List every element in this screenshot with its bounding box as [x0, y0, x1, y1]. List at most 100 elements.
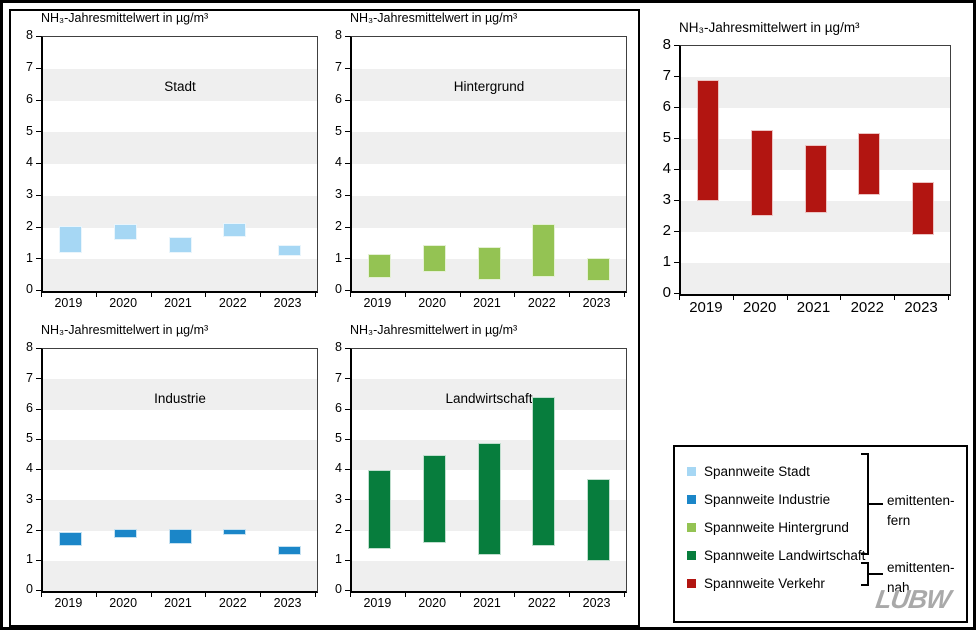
chart-stadt: NH₃-Jahresmittelwert in µg/m³ Stadt 0 1 2 3 4 5… — [11, 11, 323, 314]
range-bar — [223, 528, 247, 536]
y-tick-label: 7 — [335, 60, 342, 74]
x-tick-mark — [624, 292, 625, 297]
y-tick-mark — [36, 258, 41, 260]
y-tick-label: 6 — [26, 91, 33, 106]
x-tick-label: 2022 — [218, 596, 247, 610]
y-tick-mark — [36, 438, 41, 440]
y-tick-label: 4 — [26, 461, 33, 476]
y-tick-mark — [674, 138, 679, 139]
y-tick-label: 6 — [662, 97, 671, 115]
y-tick-label: 3 — [335, 187, 342, 201]
group-label-line: nah — [887, 580, 910, 595]
x-tick-mark — [350, 592, 351, 597]
range-bar — [223, 222, 247, 238]
x-tick-mark — [95, 292, 97, 297]
grid-band — [681, 263, 950, 294]
x-axis-labels: 2019 2020 2021 2022 2023 — [41, 596, 315, 610]
range-bar — [750, 129, 773, 217]
y-tick-label: 5 — [335, 123, 342, 138]
plot-area: Stadt — [41, 36, 318, 293]
y-tick-mark — [345, 290, 350, 291]
x-tick-label: 2023 — [582, 596, 611, 610]
y-tick-mark — [345, 258, 350, 260]
y-tick-label: 1 — [662, 252, 671, 270]
x-tick-mark — [404, 292, 406, 297]
x-tick-label: 2022 — [850, 299, 884, 316]
range-bar — [278, 244, 302, 257]
x-tick-mark — [41, 592, 42, 597]
range-bar — [532, 397, 556, 546]
y-tick-mark — [36, 131, 41, 133]
grid-band — [43, 439, 317, 470]
y-tick-label: 1 — [335, 552, 342, 566]
y-tick-label: 0 — [26, 582, 33, 597]
group-label-emittentennah: emittenten- nah — [887, 558, 955, 598]
y-tick-mark — [36, 559, 41, 561]
x-tick-label: 2019 — [54, 596, 83, 610]
x-tick-label: 2020 — [418, 596, 447, 610]
y-tick-mark — [345, 99, 350, 101]
chart-industrie: NH₃-Jahresmittelwert in µg/m³ Industrie 0 1… — [11, 323, 323, 614]
plot-area: Hintergrund — [350, 36, 627, 293]
x-tick-mark — [260, 292, 262, 297]
y-tick-mark — [674, 107, 679, 108]
group-label-line: fern — [887, 513, 911, 528]
y-tick-label: 7 — [26, 370, 33, 385]
legend-item: Spannweite Hintergrund — [687, 513, 865, 541]
legend-swatch — [687, 578, 696, 588]
grid-band — [352, 132, 626, 164]
x-tick-mark — [350, 292, 351, 297]
x-tick-label: 2023 — [904, 299, 938, 316]
x-tick-mark — [150, 592, 152, 597]
y-tick-mark — [345, 163, 350, 164]
x-tick-label: 2019 — [363, 296, 392, 310]
range-bar — [532, 224, 556, 277]
y-tick-mark — [36, 348, 41, 349]
y-tick-mark — [36, 67, 41, 69]
legend-item-label: Spannweite Verkehr — [704, 575, 825, 591]
y-tick-label: 1 — [26, 250, 33, 265]
y-tick-label: 4 — [662, 159, 671, 177]
y-tick-label: 3 — [335, 491, 342, 506]
x-tick-label: 2022 — [218, 296, 247, 310]
x-tick-label: 2023 — [582, 296, 611, 310]
range-bar — [696, 80, 719, 201]
x-tick-label: 2019 — [54, 296, 83, 310]
y-tick-mark — [345, 469, 350, 470]
x-tick-mark — [459, 292, 461, 297]
plot-area — [679, 45, 951, 296]
plot-area: Industrie — [41, 348, 318, 593]
y-tick-label: 6 — [335, 400, 342, 415]
x-tick-mark — [679, 295, 680, 300]
y-tick-label: 8 — [26, 340, 33, 355]
x-tick-label: 2021 — [796, 299, 831, 316]
y-tick-mark — [36, 499, 41, 501]
y-tick-label: 5 — [26, 123, 33, 138]
x-axis-labels: 2019 2020 2021 2022 2023 — [350, 296, 624, 310]
x-tick-mark — [569, 292, 571, 297]
x-axis-labels: 2019 2020 2021 2022 2023 — [679, 299, 948, 316]
grid-band — [43, 259, 317, 291]
range-bar — [587, 257, 611, 282]
bracket-emittentennah — [861, 562, 869, 586]
chart-inner-label: Stadt — [164, 79, 196, 94]
y-tick-label: 7 — [662, 66, 671, 84]
y-tick-label: 2 — [335, 218, 342, 233]
y-tick-label: 2 — [26, 218, 33, 233]
grid-band — [43, 68, 317, 101]
y-tick-label: 8 — [335, 340, 342, 355]
x-tick-mark — [514, 592, 516, 597]
y-tick-label: 2 — [662, 221, 671, 239]
grid-band — [352, 68, 626, 101]
range-bar — [912, 182, 935, 236]
chart-title: NH₃-Jahresmittelwert in µg/m³ — [350, 11, 518, 25]
group-label-line: emittenten- — [887, 493, 955, 508]
legend-item: Spannweite Industrie — [687, 485, 865, 513]
x-tick-mark — [205, 592, 207, 597]
legend-item-label: Spannweite Landwirtschaft — [704, 547, 866, 563]
chart-title: NH₃-Jahresmittelwert in µg/m³ — [679, 20, 860, 35]
grid-band — [352, 379, 626, 410]
x-tick-mark — [732, 295, 734, 300]
y-tick-mark — [345, 131, 350, 133]
